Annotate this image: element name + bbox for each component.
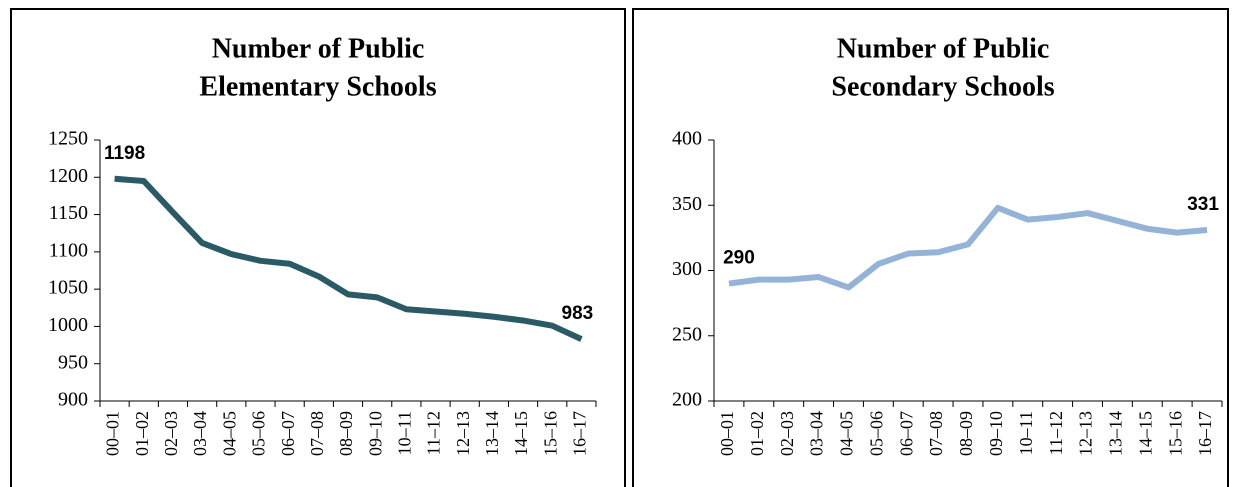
data-label: 290 xyxy=(723,248,755,269)
x-tick-label: 11–12 xyxy=(1046,411,1066,455)
x-tick-label: 06–07 xyxy=(896,411,916,456)
x-tick-label: 12–13 xyxy=(1076,411,1096,456)
y-tick-label: 250 xyxy=(672,323,702,345)
x-tick-label: 13–14 xyxy=(482,411,502,456)
x-tick-label: 06–07 xyxy=(278,411,298,456)
y-tick-label: 1250 xyxy=(48,128,88,150)
y-tick-label: 900 xyxy=(58,389,88,411)
chart-title: Number of Public xyxy=(212,33,425,64)
y-tick-label: 1050 xyxy=(48,277,88,299)
y-tick-label: 300 xyxy=(672,258,702,280)
x-tick-label: 02–03 xyxy=(161,411,181,456)
x-tick-label: 14–15 xyxy=(511,411,531,456)
line xyxy=(728,204,1208,291)
data-label: 331 xyxy=(1187,194,1219,215)
x-tick-label: 03–04 xyxy=(807,411,827,456)
x-tick-label: 05–06 xyxy=(249,411,269,456)
x-tick-label: 14–15 xyxy=(1135,411,1155,456)
chart-title: Elementary Schools xyxy=(199,71,436,102)
x-tick-label: 11–12 xyxy=(424,411,444,455)
x-tick-label: 09–10 xyxy=(986,411,1006,456)
y-tick-label: 1100 xyxy=(49,239,88,261)
x-tick-label: 16–17 xyxy=(1195,411,1215,456)
data-label: 983 xyxy=(562,303,594,324)
x-tick-label: 02–03 xyxy=(777,411,797,456)
x-tick-label: 03–04 xyxy=(190,411,210,456)
x-tick-label: 08–09 xyxy=(336,411,356,456)
panel-border xyxy=(10,8,626,487)
x-tick-label: 00–01 xyxy=(103,411,123,456)
x-tick-label: 16–17 xyxy=(570,411,590,456)
x-tick-label: 04–05 xyxy=(219,411,239,456)
x-tick-label: 01–02 xyxy=(132,411,152,456)
x-tick-label: 15–16 xyxy=(540,411,560,456)
y-tick-label: 950 xyxy=(58,351,88,373)
x-tick-label: 12–13 xyxy=(453,411,473,456)
y-tick-label: 350 xyxy=(672,193,702,215)
x-tick-label: 15–16 xyxy=(1165,411,1185,456)
x-tick-label: 10–11 xyxy=(394,411,414,455)
panel-border xyxy=(632,8,1229,487)
x-tick-label: 09–10 xyxy=(365,411,385,456)
y-tick-label: 1000 xyxy=(48,314,88,336)
y-tick-label: 400 xyxy=(672,128,702,150)
chart-title: Secondary Schools xyxy=(831,71,1054,102)
x-tick-label: 07–08 xyxy=(307,411,327,456)
x-tick-label: 13–14 xyxy=(1106,411,1126,456)
x-tick-label: 04–05 xyxy=(837,411,857,456)
data-label: 1198 xyxy=(104,143,145,164)
x-tick-label: 10–11 xyxy=(1016,411,1036,455)
x-tick-label: 08–09 xyxy=(956,411,976,456)
y-tick-label: 1200 xyxy=(48,165,88,187)
x-tick-label: 07–08 xyxy=(926,411,946,456)
chart-title: Number of Public xyxy=(837,33,1050,64)
x-tick-label: 01–02 xyxy=(747,411,767,456)
y-tick-label: 1150 xyxy=(49,202,88,224)
y-tick-label: 200 xyxy=(672,389,702,411)
x-tick-label: 05–06 xyxy=(866,411,886,456)
x-tick-label: 00–01 xyxy=(717,411,737,456)
line xyxy=(114,175,583,342)
